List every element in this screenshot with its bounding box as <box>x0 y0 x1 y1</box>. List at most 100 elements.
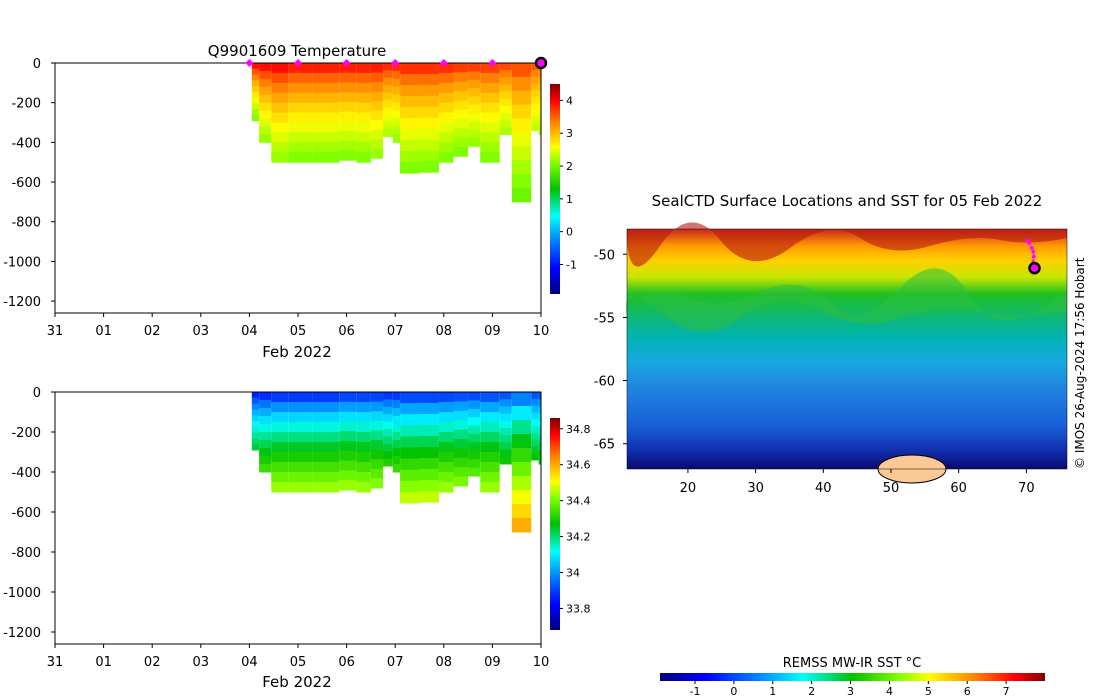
profile-cell <box>531 89 539 98</box>
profile-cell <box>339 82 357 93</box>
profile-cell <box>438 392 454 403</box>
colorbar-tick-label: -1 <box>566 258 577 271</box>
profile-cell <box>480 452 500 463</box>
profile-cell <box>251 63 260 70</box>
profile-cell <box>499 428 512 436</box>
profile-cell <box>480 392 500 403</box>
profile-column <box>288 392 313 493</box>
sst-colorbar-group: REMSS MW-IR SST °C -1 0 1 2 3 4 5 6 7 <box>660 656 1045 698</box>
profile-column <box>400 392 420 504</box>
x-tick-label: 06 <box>338 655 355 670</box>
profile-cell <box>538 98 541 107</box>
profile-cell <box>538 77 541 85</box>
colorbar-tick-label: 0 <box>566 226 573 239</box>
profile-cell <box>499 399 512 407</box>
profile-cell <box>339 431 357 442</box>
profile-cell <box>312 122 340 133</box>
seal-track <box>1025 238 1041 275</box>
profile-cell <box>438 122 454 133</box>
profile-cell <box>453 81 469 92</box>
profile-column <box>438 63 454 163</box>
profile-column <box>468 63 481 147</box>
profile-cell <box>312 392 340 403</box>
profile-cell <box>538 399 541 407</box>
temperature-y-ticks: 0 -200 -400 -600 -800 -1000 -1200 <box>3 57 55 310</box>
x-tick-label: 10 <box>533 655 550 670</box>
profile-cell <box>531 432 539 441</box>
profile-cell <box>271 452 289 463</box>
profile-cell <box>392 408 401 417</box>
profile-cell <box>499 420 512 429</box>
profile-cell <box>271 482 289 493</box>
y-tick-label: -200 <box>11 426 41 441</box>
profile-cell <box>538 127 541 135</box>
profile-cell <box>339 411 357 422</box>
profile-cell <box>480 112 500 124</box>
x-tick-label: 04 <box>241 324 258 339</box>
profile-cell <box>259 78 272 88</box>
profile-cell <box>453 90 469 101</box>
profile-cell <box>453 118 469 129</box>
profile-cell <box>312 432 340 443</box>
profile-cell <box>438 152 454 163</box>
profile-cell <box>339 63 357 74</box>
profile-cell <box>383 429 393 437</box>
sst-colorbar-label: REMSS MW-IR SST °C <box>783 656 922 671</box>
profile-cell <box>480 152 500 163</box>
profile-cell <box>419 414 439 426</box>
salinity-x-ticks: 31 01 02 03 04 05 06 07 08 09 10 <box>47 644 550 670</box>
colorbar-tick-label: 33.8 <box>566 602 591 615</box>
profile-column <box>453 392 469 487</box>
profile-cell <box>271 122 289 133</box>
profile-cell <box>511 392 532 407</box>
profile-cell <box>383 129 393 137</box>
profile-cell <box>259 416 272 425</box>
salinity-panel: 0 -200 -400 -600 -800 -1000 -1200 31 01 02 03 04 05… <box>3 386 590 691</box>
profile-cell <box>383 451 393 460</box>
profile-cell <box>251 103 260 110</box>
profile-cell <box>438 432 454 443</box>
profile-cell <box>271 132 289 143</box>
sst-colorbar-tick-label: 6 <box>964 685 971 698</box>
profile-cell <box>392 432 401 441</box>
profile-cell <box>480 402 500 413</box>
seal-track-point <box>1025 238 1029 243</box>
temperature-xlabel: Feb 2022 <box>262 343 332 361</box>
profile-cell <box>392 94 401 104</box>
profile-cell <box>339 441 357 452</box>
profile-cell <box>480 472 500 483</box>
temperature-x-ticks: 31 01 02 03 04 05 06 07 08 09 10 <box>47 313 549 339</box>
profile-cell <box>400 491 420 504</box>
profile-cell <box>339 421 357 432</box>
sst-colorbar <box>660 673 1045 681</box>
profile-cell <box>511 63 532 78</box>
profile-cell <box>400 85 420 97</box>
profile-cell <box>251 97 260 104</box>
profile-cell <box>383 421 393 430</box>
profile-cell <box>538 449 541 458</box>
profile-cell <box>468 129 481 139</box>
profile-cell <box>400 118 420 130</box>
profile-cell <box>468 450 481 460</box>
profile-cell <box>251 438 260 445</box>
sst-warm-texture <box>627 222 1067 267</box>
profile-cell <box>339 460 357 471</box>
profile-cell <box>383 85 393 93</box>
profile-cell <box>356 72 371 84</box>
profile-cell <box>499 406 512 415</box>
profile-cell <box>531 76 539 84</box>
profile-cell <box>370 440 384 451</box>
seal-track-point <box>1027 241 1031 245</box>
profile-cell <box>356 152 371 163</box>
x-tick-label: 03 <box>193 324 210 339</box>
profile-cell <box>259 134 272 143</box>
profile-cell <box>438 442 454 453</box>
profile-cell <box>312 72 340 84</box>
profile-cell <box>511 104 532 120</box>
profile-cell <box>438 72 454 84</box>
profile-cell <box>468 79 481 89</box>
sst-colorbar-tick-label: -1 <box>690 685 701 698</box>
profile-cell <box>271 112 289 124</box>
profile-cell <box>468 442 481 452</box>
profile-cell <box>531 446 539 454</box>
